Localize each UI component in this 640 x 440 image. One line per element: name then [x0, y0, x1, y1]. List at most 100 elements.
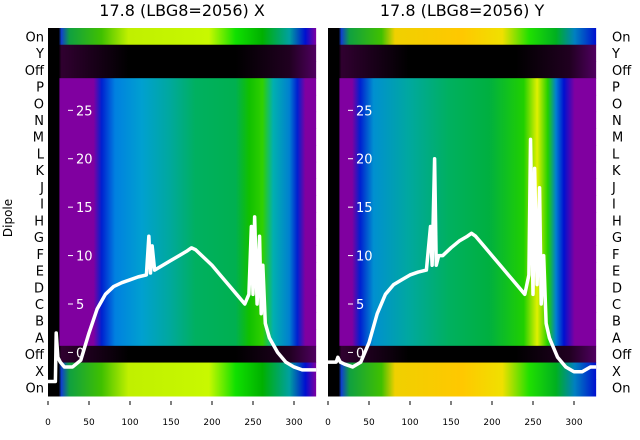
row-label: Y	[35, 47, 44, 62]
overlay-y-tick-label: 0	[356, 346, 364, 361]
overlay-y-tick-label: 25	[76, 104, 93, 119]
x-tick-label: 100	[121, 418, 138, 428]
overlay-y-tick-label: 10	[356, 250, 373, 265]
panel-title: 17.8 (LBG8=2056) Y	[380, 1, 545, 20]
x-tick-label: 250	[524, 418, 541, 428]
row-label: On	[26, 382, 44, 397]
heatmap-row-o	[48, 94, 317, 113]
row-label: M	[612, 131, 623, 146]
x-tick-label: 0	[45, 418, 51, 428]
heatmap-row-n	[328, 111, 597, 129]
row-label: M	[33, 131, 44, 146]
heatmap-row-m	[48, 128, 317, 146]
heatmap-row-y	[328, 44, 597, 62]
x-tick-label: 200	[483, 418, 500, 428]
heatmap-row-x	[48, 362, 317, 380]
heatmap-row-off	[48, 61, 317, 79]
heatmap-row-off	[328, 345, 597, 364]
heatmap-row-y	[48, 44, 317, 62]
heatmap-row-e	[328, 262, 597, 280]
heatmap-row-on	[48, 28, 317, 46]
orbit-line	[48, 215, 317, 384]
x-tick-label: 300	[285, 418, 302, 428]
row-label: K	[35, 164, 44, 179]
row-label: Off	[25, 348, 45, 363]
overlay-y-tick-label: 0	[76, 346, 84, 361]
row-label: C	[612, 298, 621, 313]
row-label: Off	[612, 64, 632, 79]
overlay-y-tick-label: 20	[76, 153, 93, 168]
row-label: B	[612, 315, 621, 330]
row-label: J	[39, 181, 44, 196]
row-label: A	[35, 331, 44, 346]
row-label: O	[34, 97, 44, 112]
heatmap-row-on	[328, 379, 597, 397]
heatmap-row-d	[328, 278, 597, 297]
row-label: Y	[611, 47, 620, 62]
row-label: F	[37, 248, 44, 263]
heatmap-row-x	[328, 362, 597, 380]
heatmap-row-e	[48, 262, 317, 280]
row-label: I	[612, 198, 616, 213]
overlay-y-tick-label: 15	[76, 201, 93, 216]
row-label: B	[35, 315, 44, 330]
row-label: Off	[612, 348, 632, 363]
row-label: X	[612, 365, 621, 380]
row-label: D	[612, 281, 622, 296]
x-tick-label: 300	[565, 418, 582, 428]
row-label: I	[40, 198, 44, 213]
row-label: O	[612, 97, 622, 112]
heatmap-row-o	[328, 94, 597, 113]
overlay-y-tick-label: 5	[76, 298, 84, 313]
overlay-y-tick-label: 10	[76, 250, 93, 265]
heatmap-row-c	[48, 295, 317, 313]
heatmap-row-j	[328, 178, 597, 196]
x-tick-label: 150	[442, 418, 459, 428]
heatmap-row-b	[48, 312, 317, 330]
heatmap-row-i	[48, 195, 317, 213]
row-label: P	[612, 81, 620, 96]
x-tick-label: 0	[325, 418, 331, 428]
row-label: On	[612, 382, 630, 397]
row-label: On	[26, 30, 44, 45]
x-tick-label: 50	[363, 418, 375, 428]
x-tick-label: 150	[162, 418, 179, 428]
row-label: Off	[25, 64, 45, 79]
heatmap-row-a	[328, 329, 597, 347]
x-tick-label: 200	[203, 418, 220, 428]
row-label: G	[34, 231, 44, 246]
x-tick-label: 50	[83, 418, 95, 428]
overlay-y-tick-label: 5	[356, 298, 364, 313]
x-tick-label: 100	[401, 418, 418, 428]
row-label: F	[612, 248, 619, 263]
heatmap-row-off	[328, 61, 597, 79]
row-label: E	[36, 265, 44, 280]
heatmap-row-p	[48, 78, 317, 96]
heatmap-row-on	[328, 28, 597, 46]
row-label: C	[35, 298, 44, 313]
x-tick-label: 250	[244, 418, 261, 428]
heatmap-row-p	[328, 78, 597, 96]
row-label: L	[37, 147, 45, 162]
row-label: J	[611, 181, 616, 196]
row-label: N	[612, 114, 622, 129]
heatmap-row-l	[48, 145, 317, 163]
overlay-y-tick-label: 25	[356, 104, 373, 119]
row-label: G	[612, 231, 622, 246]
row-label: E	[612, 265, 620, 280]
heatmap-row-g	[48, 228, 317, 246]
row-label: P	[36, 81, 44, 96]
overlay-y-tick-label: 20	[356, 153, 373, 168]
heatmap-row-k	[48, 161, 317, 180]
heatmap-row-c	[328, 295, 597, 313]
heatmap-row-a	[48, 329, 317, 347]
heatmap-row-n	[48, 111, 317, 129]
y-axis-label: Dipole	[1, 199, 15, 237]
heatmap-row-h	[48, 212, 317, 230]
row-label: K	[612, 164, 621, 179]
row-label: H	[34, 214, 44, 229]
row-label: A	[612, 331, 621, 346]
row-label: H	[612, 214, 622, 229]
